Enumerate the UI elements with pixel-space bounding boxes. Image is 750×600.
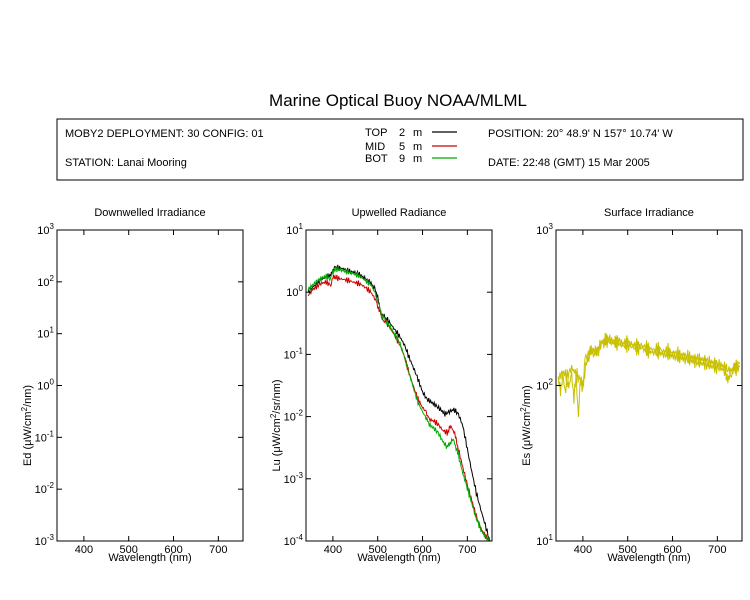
x-tick-label: 600 [413,544,431,556]
y-tick-label: 101 [536,533,553,548]
y-axis-label: Es (μW/cm2/nm) [519,385,533,465]
y-axis-label: Lu (μW/cm2/sr/nm) [269,379,283,471]
legend-entry-bot: BOT 9 m [365,153,457,165]
y-tick-label: 101 [286,222,303,237]
panel-1: Downwelled Irradiance 400 500 600 700 Wavelen… [20,207,244,564]
legend-depth: 5 [399,141,405,153]
panel-3: Surface Irradiance 400 500 600 700 Wavelength… [519,207,743,564]
series-group [307,264,491,541]
info-box: MOBY2 DEPLOYMENT: 30 CONFIG: 01 STATION:… [56,118,744,181]
legend-unit: m [413,153,422,165]
y-tick-label: 101 [37,326,54,341]
y-tick-label: 10-3 [35,533,55,548]
station-label: STATION: Lanai Mooring [65,157,187,169]
legend-unit: m [413,141,422,153]
y-tick-label: 102 [37,274,54,289]
date-label: DATE: 22:48 (GMT) 15 Mar 2005 [488,157,650,169]
y-tick-label: 100 [37,378,54,393]
y-tick-label: 10-2 [284,409,304,424]
y-axis-label: Ed (μW/cm2/nm) [20,385,34,466]
x-tick-label: 400 [574,544,592,556]
chart-panels: Downwelled Irradiance 400 500 600 700 Wavelen… [20,207,743,564]
x-tick-label: 700 [458,544,476,556]
x-tick-label: 500 [369,544,387,556]
x-axis-label: Wavelength (nm) [357,552,440,564]
y-tick-label: 103 [536,222,553,237]
x-tick-label: 400 [324,544,342,556]
x-tick-label: 400 [75,544,93,556]
legend-entry-top: TOP 2 m [365,127,457,139]
legend-depth: 9 [399,153,405,165]
y-tick-label: 103 [37,222,54,237]
plot-frame [305,229,493,542]
x-axis-label: Wavelength (nm) [108,552,191,564]
panel-title: Surface Irradiance [604,207,694,219]
x-tick-label: 700 [708,544,726,556]
legend-name: BOT [365,153,388,165]
series-group [557,332,741,418]
x-axis-label: Wavelength (nm) [607,552,690,564]
series-line-3 [307,265,490,541]
y-tick-label: 10-1 [35,429,55,444]
x-tick-label: 600 [164,544,182,556]
x-tick-label: 500 [619,544,637,556]
position-label: POSITION: 20° 48.9' N 157° 10.74' W [488,128,673,140]
legend-depth: 2 [399,127,405,139]
y-tick-label: 10-3 [284,471,304,486]
panel-title: Downwelled Irradiance [94,207,205,219]
panel-title: Upwelled Radiance [352,207,447,219]
y-tick-label: 10-1 [284,346,304,361]
x-tick-label: 700 [209,544,227,556]
legend-name: MID [365,141,385,153]
deployment-label: MOBY2 DEPLOYMENT: 30 CONFIG: 01 [65,128,264,140]
y-tick-label: 10-2 [35,481,55,496]
x-tick-label: 500 [120,544,138,556]
y-tick-label: 100 [286,284,303,299]
legend-name: TOP [365,127,387,139]
x-tick-label: 600 [663,544,681,556]
legend-entry-mid: MID 5 m [365,141,457,153]
series-line-1 [307,264,491,541]
series-line-2 [557,332,741,387]
info-box-frame [56,118,744,181]
y-tick-label: 102 [536,378,553,393]
y-tick-label: 10-4 [284,533,304,548]
panel-2: Upwelled Radiance 400 500 600 700 Wavelength … [269,207,493,564]
figure-title: Marine Optical Buoy NOAA/MLML [269,91,527,110]
legend-unit: m [413,127,422,139]
